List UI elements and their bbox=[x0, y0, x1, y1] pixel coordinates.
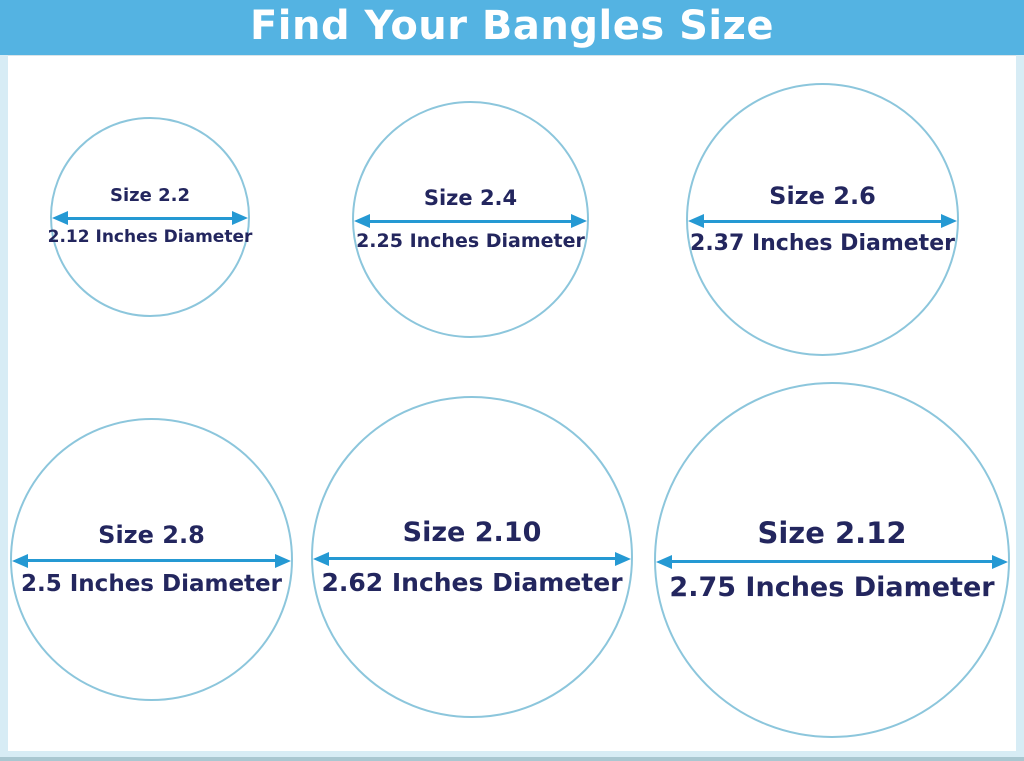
arrow-shaft bbox=[704, 219, 941, 223]
arrow-shaft bbox=[672, 560, 992, 564]
diameter-arrow-icon bbox=[52, 211, 248, 226]
bangle-circle-size-2-2: Size 2.2 2.12 Inches Diameter bbox=[47, 117, 253, 317]
arrow-shaft bbox=[370, 219, 571, 223]
diameter-label: 2.5 Inches Diameter bbox=[21, 570, 282, 597]
diameter-arrow-icon bbox=[656, 554, 1008, 569]
size-label: Size 2.4 bbox=[423, 186, 518, 210]
arrowhead-right-icon bbox=[941, 214, 957, 229]
bangle-circle-size-2-6: Size 2.6 2.37 Inches Diameter bbox=[686, 83, 959, 356]
bangle-circle-size-2-10: Size 2.10 2.62 Inches Diameter bbox=[311, 396, 633, 718]
frame-border-left bbox=[0, 55, 8, 761]
bangle-circle-size-2-4: Size 2.4 2.25 Inches Diameter bbox=[352, 101, 589, 338]
size-label: Size 2.8 bbox=[98, 520, 205, 549]
arrowhead-left-icon bbox=[12, 553, 28, 568]
arrowhead-right-icon bbox=[992, 554, 1008, 569]
arrowhead-left-icon bbox=[52, 211, 68, 226]
frame-border-bottom bbox=[0, 751, 1024, 757]
diameter-label: 2.25 Inches Diameter bbox=[356, 230, 585, 253]
arrowhead-right-icon bbox=[615, 551, 631, 566]
frame-bottom-edge bbox=[0, 757, 1024, 761]
diameter-label: 2.37 Inches Diameter bbox=[690, 231, 955, 257]
arrowhead-left-icon bbox=[688, 214, 704, 229]
diameter-arrow-icon bbox=[354, 214, 587, 229]
arrowhead-left-icon bbox=[354, 214, 370, 229]
diameter-label: 2.62 Inches Diameter bbox=[321, 567, 623, 597]
header-banner: Find Your Bangles Size bbox=[0, 0, 1024, 56]
arrow-shaft bbox=[28, 559, 275, 563]
size-label: Size 2.12 bbox=[757, 516, 907, 551]
arrowhead-left-icon bbox=[656, 554, 672, 569]
arrowhead-left-icon bbox=[313, 551, 329, 566]
size-label: Size 2.6 bbox=[769, 181, 876, 210]
frame-border-right bbox=[1016, 55, 1024, 761]
arrow-shaft bbox=[329, 557, 615, 561]
arrowhead-right-icon bbox=[275, 553, 291, 568]
page-title: Find Your Bangles Size bbox=[249, 2, 775, 49]
diameter-arrow-icon bbox=[688, 214, 957, 229]
size-label: Size 2.2 bbox=[110, 185, 190, 207]
diameter-arrow-icon bbox=[313, 551, 631, 566]
diameter-arrow-icon bbox=[12, 553, 291, 568]
size-label: Size 2.10 bbox=[402, 516, 542, 548]
diameter-label: 2.12 Inches Diameter bbox=[47, 227, 253, 248]
arrowhead-right-icon bbox=[571, 214, 587, 229]
diameter-label: 2.75 Inches Diameter bbox=[669, 571, 995, 603]
bangle-circle-size-2-8: Size 2.8 2.5 Inches Diameter bbox=[10, 418, 293, 701]
arrow-shaft bbox=[68, 216, 232, 220]
bangle-circle-size-2-12: Size 2.12 2.75 Inches Diameter bbox=[654, 382, 1010, 738]
arrowhead-right-icon bbox=[232, 211, 248, 226]
